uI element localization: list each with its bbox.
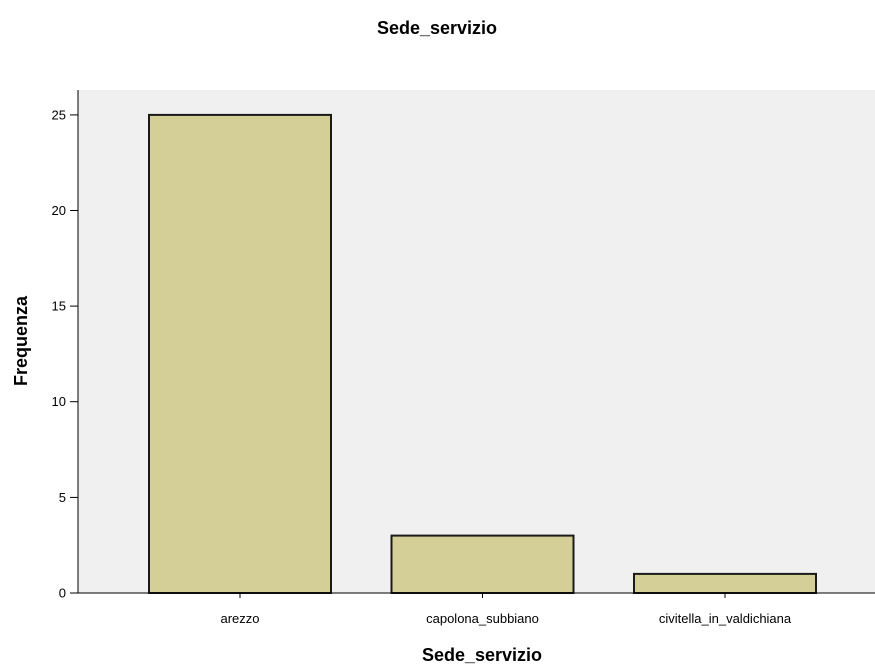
bar-arezzo <box>148 113 332 595</box>
bar-capolona-subbiano <box>390 534 575 594</box>
x-tick-label: capolona_subbiano <box>426 611 539 626</box>
y-tick-label: 15 <box>52 299 66 314</box>
y-ticks-group: 0 5 10 15 20 25 <box>52 107 78 601</box>
y-tick-label: 25 <box>52 107 66 122</box>
bars-group <box>148 113 817 595</box>
bar-civitella-in-valdichiana <box>633 572 817 595</box>
x-tick-label: civitella_in_valdichiana <box>659 611 792 626</box>
x-axis-title: Sede_servizio <box>422 645 542 665</box>
y-tick-label: 10 <box>52 394 66 409</box>
chart-title: Sede_servizio <box>377 18 497 38</box>
x-ticks-group: arezzo capolona_subbiano civitella_in_vald… <box>220 593 792 626</box>
y-tick-label: 0 <box>59 586 66 601</box>
y-tick-label: 5 <box>59 490 66 505</box>
y-tick-label: 20 <box>52 203 66 218</box>
y-axis-title: Frequenza <box>11 295 31 386</box>
x-tick-label: arezzo <box>220 611 259 626</box>
